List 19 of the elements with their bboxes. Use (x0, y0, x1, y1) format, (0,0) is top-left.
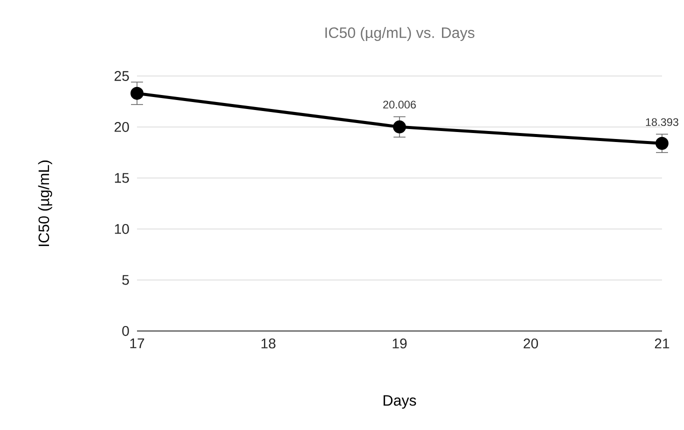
data-label: 18.393 (646, 118, 678, 126)
y-tick-label: 20 (114, 122, 129, 132)
point (656, 136, 668, 150)
y-axis-title: IC50 (µg/mL) (38, 160, 52, 246)
y-tick-label: 10 (114, 224, 129, 234)
point (130, 86, 144, 100)
y-tick-label: 5 (122, 275, 129, 285)
chart-title: IC50 (µg/mL) vs. Days (325, 27, 474, 41)
point (393, 120, 406, 134)
x-tick-label: 20 (524, 338, 538, 348)
data-label: 20.006 (383, 100, 416, 109)
x-tick-label: 19 (392, 338, 407, 348)
x-tick-label: 21 (654, 338, 670, 348)
y-tick-label: 15 (114, 173, 129, 183)
x-tick-label: 17 (130, 338, 144, 348)
x-axis-title: Days (384, 395, 416, 409)
y-tick-label: 25 (114, 71, 129, 81)
y-tick-label: 0 (122, 326, 129, 336)
x-tick-label: 18 (262, 338, 276, 348)
